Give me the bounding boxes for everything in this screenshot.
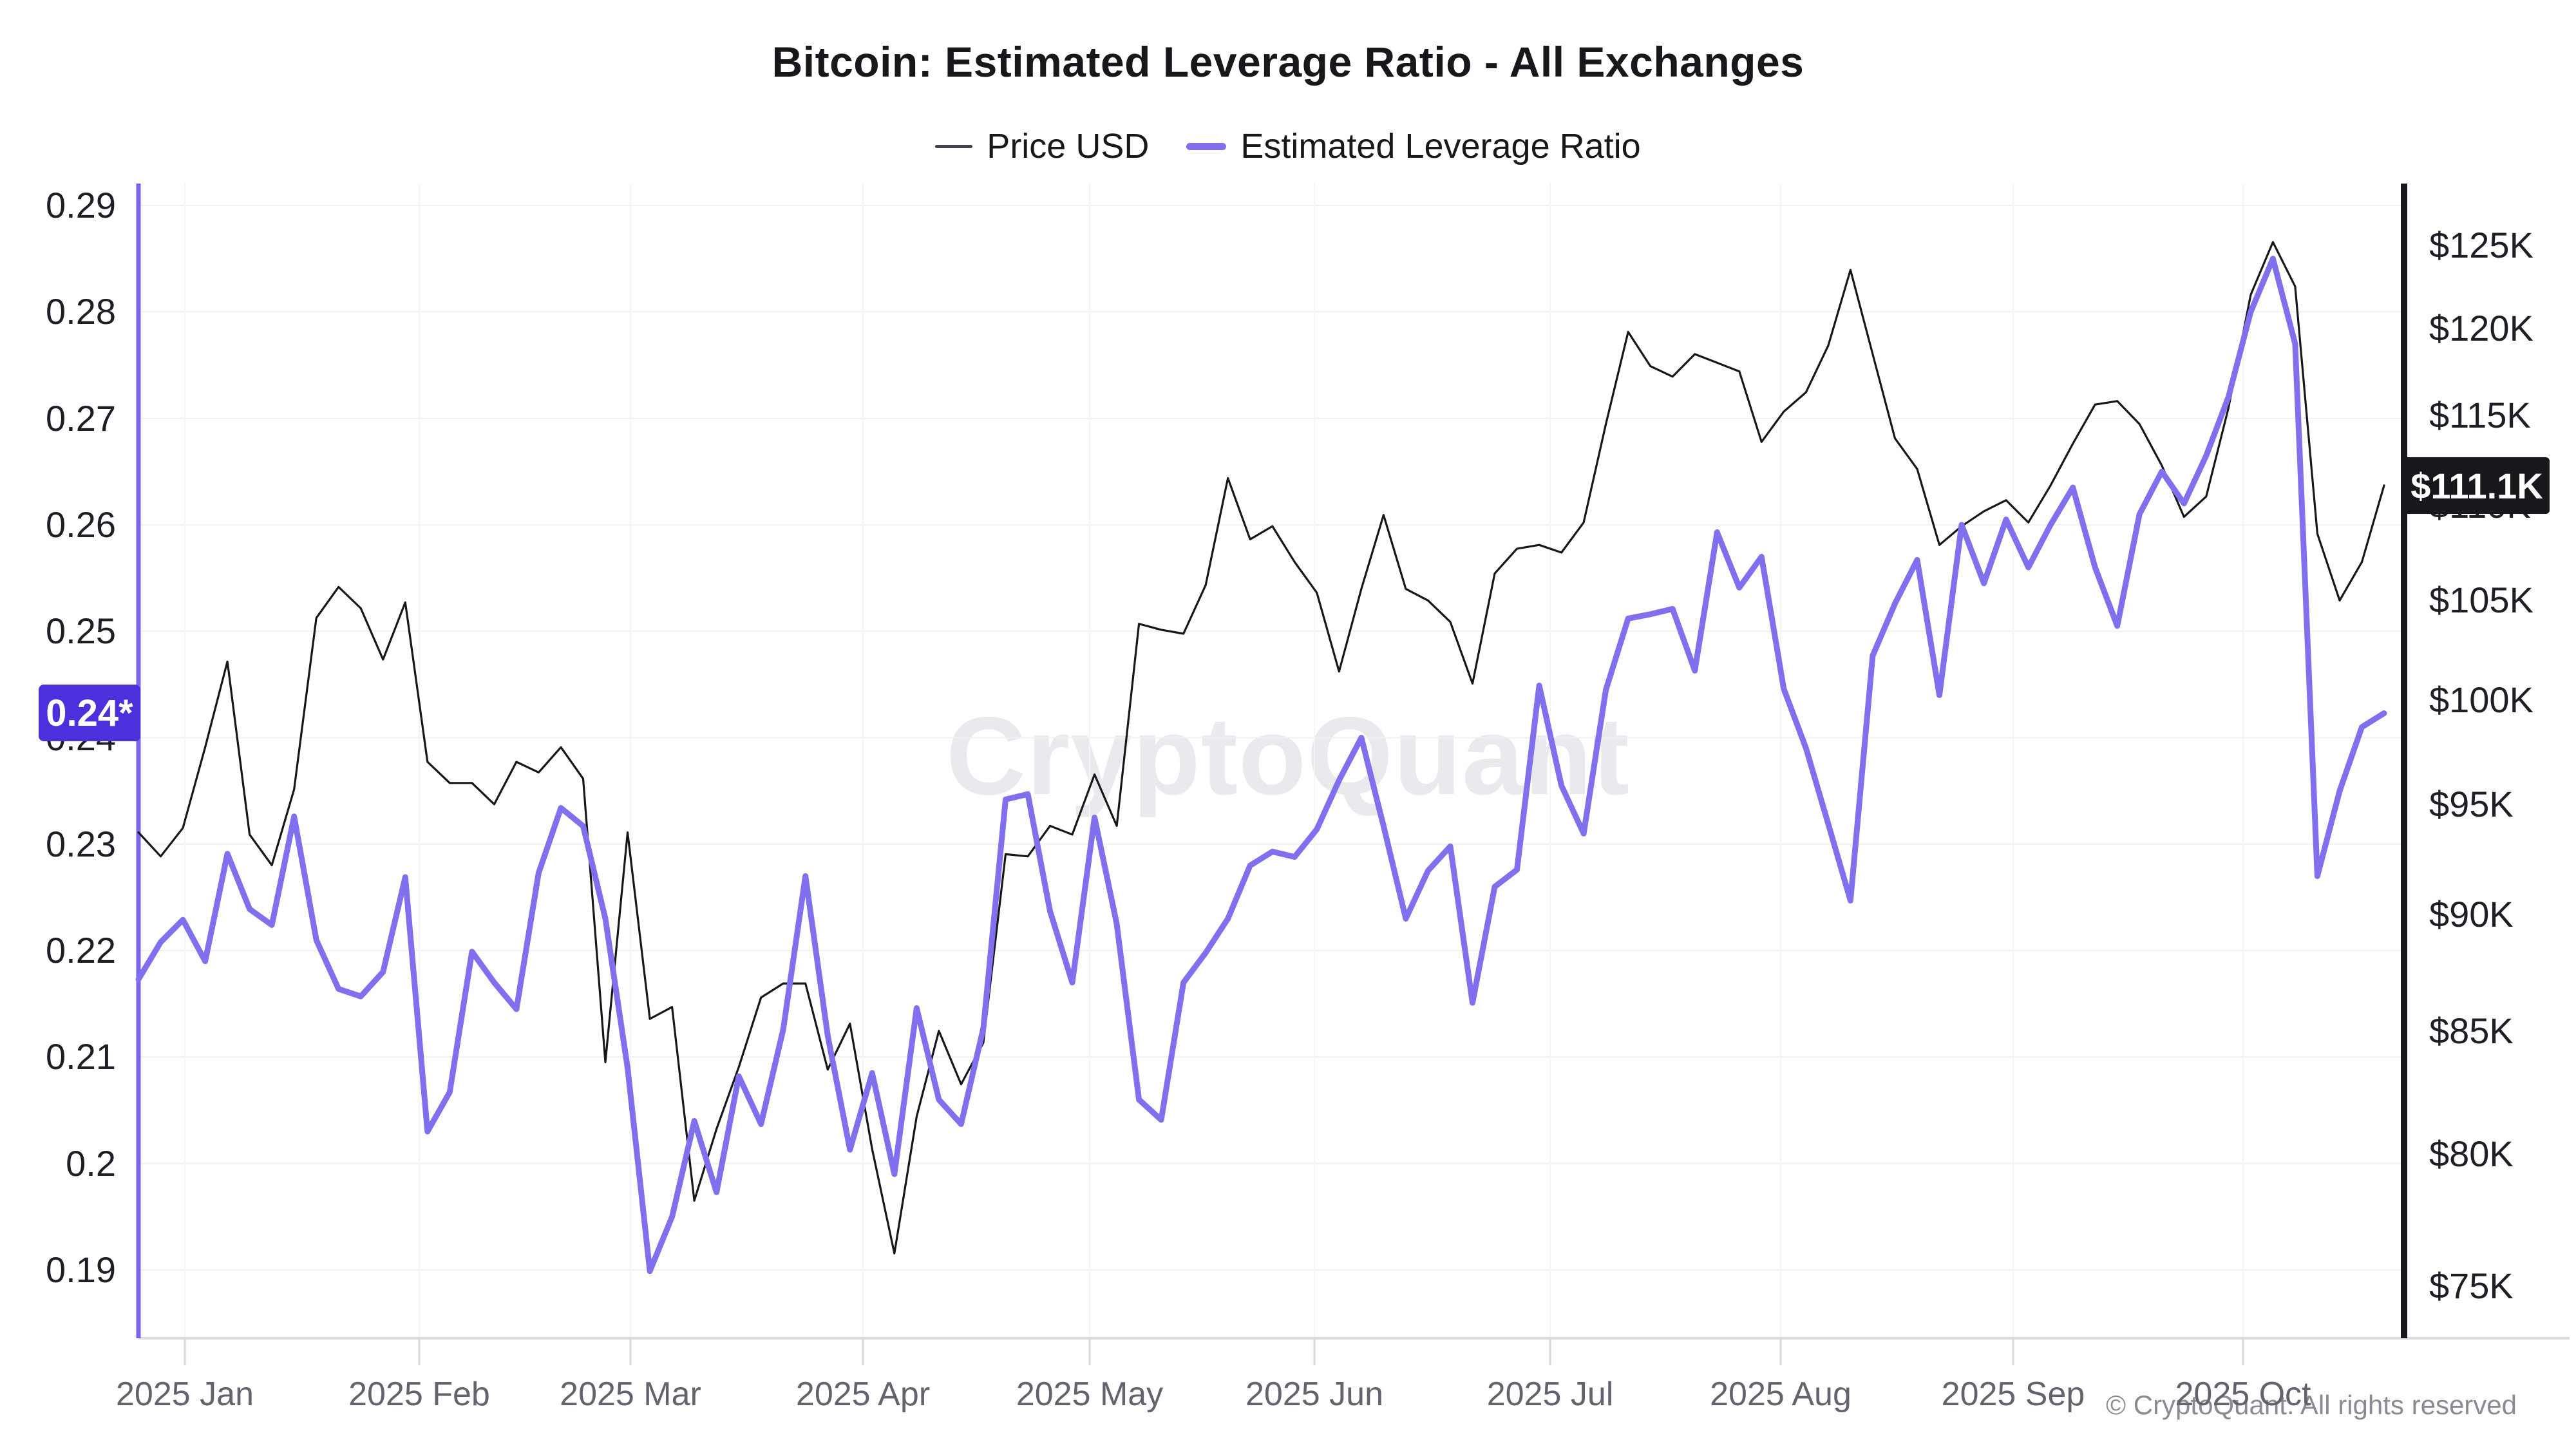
y-right-tick-label: $95K xyxy=(2429,783,2514,824)
x-tick-label: 2025 Aug xyxy=(1710,1376,1852,1413)
y-left-tick-label: 0.22 xyxy=(46,930,116,971)
y-right-tick-label: $100K xyxy=(2429,679,2533,720)
y-left-tick-label: 0.26 xyxy=(46,504,116,545)
y-left-tick-label: 0.29 xyxy=(46,185,116,225)
x-tick-label: 2025 Jun xyxy=(1245,1376,1383,1413)
y-right-tick-label: $105K xyxy=(2429,580,2533,621)
series-line-leverage xyxy=(135,256,2387,1274)
leverage-line-swatch-icon xyxy=(1186,142,1227,150)
y-right-tick-label: $125K xyxy=(2429,225,2533,265)
y-right-tick-label: $80K xyxy=(2429,1133,2514,1175)
price-current-badge: $111.1K xyxy=(2404,457,2550,514)
x-tick-label: 2025 Sep xyxy=(1941,1376,2085,1413)
y-left-tick-label: 0.21 xyxy=(46,1036,116,1077)
y-right-tick-label: $115K xyxy=(2429,394,2531,435)
x-tick-label: 2025 Mar xyxy=(560,1376,701,1413)
x-tick-label: 2025 Apr xyxy=(795,1376,931,1413)
series-line-price xyxy=(137,241,2385,1255)
price-line-swatch-icon xyxy=(935,144,973,148)
chart-title: Bitcoin: Estimated Leverage Ratio - All … xyxy=(772,38,1804,86)
y-left-tick-label: 0.25 xyxy=(46,611,116,652)
y-left-tick-label: 0.23 xyxy=(46,823,116,864)
y-right-tick-label: $90K xyxy=(2429,893,2514,934)
legend-item-price[interactable]: Price USD xyxy=(935,126,1149,166)
x-tick-label: 2025 May xyxy=(1016,1376,1164,1413)
y-right-tick-label: $120K xyxy=(2429,308,2533,349)
x-tick-label: 2025 Oct xyxy=(2175,1376,2311,1413)
copyright-text: © CryptoQuant. All rights reserved xyxy=(2106,1390,2517,1420)
legend: Price USD Estimated Leverage Ratio xyxy=(0,126,2576,166)
legend-item-leverage[interactable]: Estimated Leverage Ratio xyxy=(1186,126,1641,166)
y-left-tick-label: 0.2 xyxy=(66,1142,116,1184)
x-tick-label: 2025 Jan xyxy=(116,1376,254,1413)
legend-label-price: Price USD xyxy=(987,127,1150,166)
legend-label-leverage: Estimated Leverage Ratio xyxy=(1240,127,1641,166)
leverage-current-badge: 0.24* xyxy=(39,685,140,741)
y-right-tick-label: $75K xyxy=(2429,1265,2514,1306)
x-tick-label: 2025 Feb xyxy=(348,1376,490,1413)
y-left-tick-label: 0.27 xyxy=(46,397,116,439)
y-left-tick-label: 0.28 xyxy=(46,291,116,332)
x-tick-label: 2025 Jul xyxy=(1486,1376,1614,1413)
cryptoquant-watermark: CryptoQuant xyxy=(945,694,1631,818)
y-right-tick-label: $85K xyxy=(2429,1010,2514,1051)
y-left-tick-label: 0.19 xyxy=(46,1249,116,1290)
